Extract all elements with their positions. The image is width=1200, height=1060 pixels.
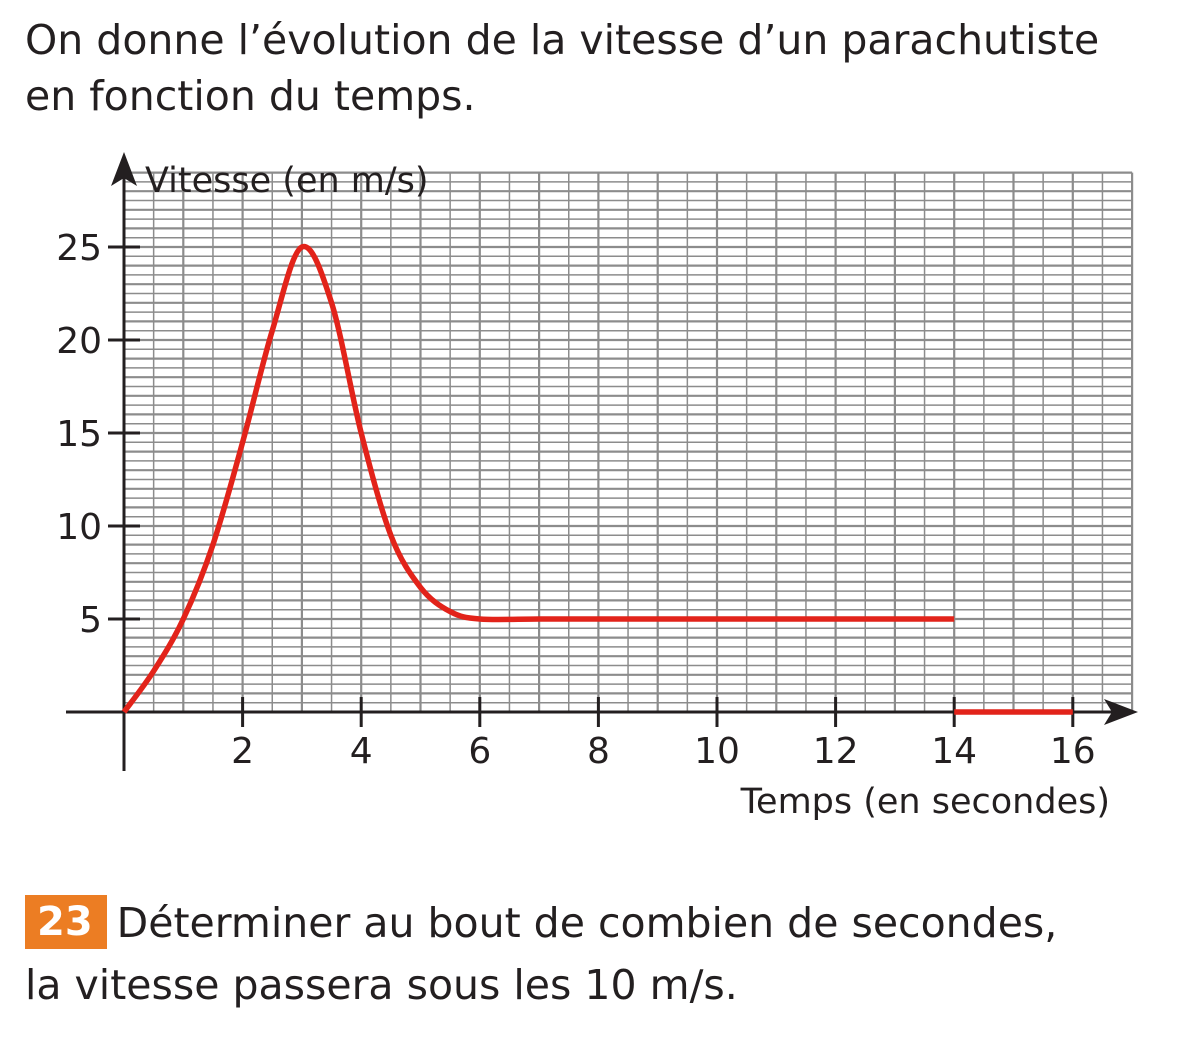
y-tick-label: 5 <box>79 600 102 641</box>
x-tick-label: 12 <box>813 731 859 772</box>
question-block: 23 Déterminer au bout de combien de secon… <box>25 892 1057 1016</box>
question-line-2: la vitesse passera sous les 10 m/s. <box>25 961 738 1009</box>
question-line-1: Déterminer au bout de combien de seconde… <box>116 899 1058 947</box>
y-tick-label: 20 <box>56 321 102 362</box>
x-tick-label: 10 <box>694 731 740 772</box>
chart-grid <box>124 171 1134 712</box>
y-tick-label: 25 <box>56 228 102 269</box>
x-tick-label: 4 <box>350 731 373 772</box>
x-tick-label: 6 <box>468 731 491 772</box>
intro-line-2: en fonction du temps. <box>25 72 476 120</box>
y-axis-arrow <box>111 152 137 186</box>
question-number-badge: 23 <box>25 895 107 949</box>
x-tick-label: 2 <box>231 731 254 772</box>
intro-text: On donne l’évolution de la vitesse d’un … <box>25 12 1099 124</box>
x-axis-label: Temps (en secondes) <box>740 782 1110 822</box>
y-tick-label: 10 <box>56 507 102 548</box>
x-tick-label: 14 <box>931 731 977 772</box>
chart-ticks: 2 4 6 8 10 12 14 16 5 10 15 20 25 <box>56 228 1096 772</box>
y-tick-label: 15 <box>56 414 102 455</box>
speed-series-line-1 <box>121 243 955 714</box>
speed-chart: 2 4 6 8 10 12 14 16 5 10 15 20 25 Vitesse (en m/s) T… <box>56 152 1138 822</box>
x-tick-label: 16 <box>1050 731 1096 772</box>
x-axis-arrow <box>1104 699 1138 725</box>
intro-line-1: On donne l’évolution de la vitesse d’un … <box>25 16 1100 64</box>
x-tick-label: 8 <box>587 731 610 772</box>
chart-series <box>121 243 1073 715</box>
y-axis-label: Vitesse (en m/s) <box>145 161 429 201</box>
